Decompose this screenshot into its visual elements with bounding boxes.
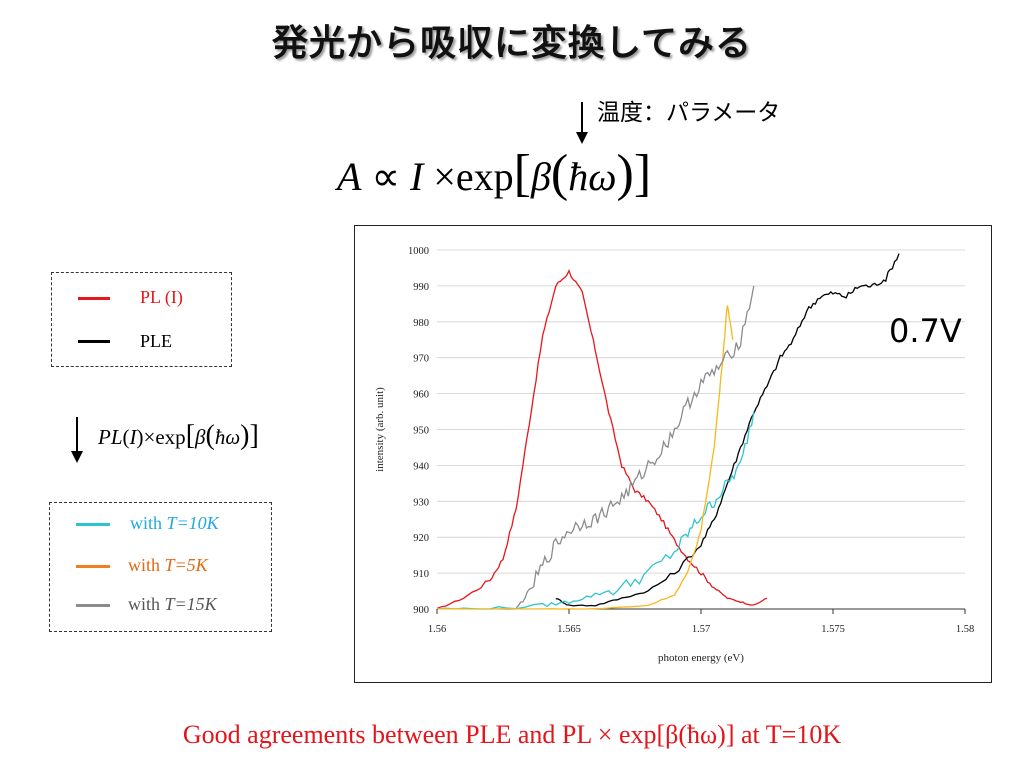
formula-exp: exp: [455, 154, 514, 199]
y-axis-title: intensity (arb. unit): [374, 387, 386, 472]
x-axis-title: photon energy (eV): [658, 652, 744, 664]
bottom-conclusion: Good agreements between PLE and PL × exp…: [182, 720, 842, 749]
legend-swatch-10k: [76, 523, 110, 526]
absorption-formula: A ∝ I ×exp[β(ħω)]: [337, 144, 651, 203]
legend-box-top: PL (I) PLE: [51, 272, 232, 367]
chart-frame: 900 910 920 930 940 950 960 970 980 990 1000 1.56 1.…: [354, 225, 992, 683]
formula-left-paren: (: [550, 145, 569, 202]
small-formula-i: I: [129, 425, 137, 449]
legend-label-pl: PL (I): [140, 287, 183, 307]
x-tick-label: 1.575: [821, 624, 845, 635]
y-tick-label: 910: [413, 569, 429, 580]
series-line-3: [436, 411, 755, 610]
chart-series: [436, 253, 900, 610]
legend-swatch-15k: [76, 604, 110, 607]
small-formula-beta: β: [195, 425, 206, 449]
y-tick-label: 990: [413, 282, 429, 293]
series-line-4: [436, 305, 734, 610]
small-formula-rb: ]: [249, 420, 259, 451]
y-tick-label: 980: [413, 318, 429, 329]
legend-swatch-ple: [78, 340, 110, 343]
legend-temp-5k: T=5K: [164, 555, 208, 575]
small-formula-hbar-omega: ħω: [214, 425, 241, 449]
chart-ticks: 900 910 920 930 940 950 960 970 980 990 1000 1.56 1.…: [408, 246, 974, 635]
small-formula-lb: [: [185, 420, 196, 451]
slide-title: 発光から吸収に変換してみる: [272, 23, 752, 64]
small-formula-rp: ): [136, 425, 144, 449]
y-tick-label: 920: [413, 533, 429, 544]
legend-temp-10k: T=10K: [166, 513, 219, 533]
formula-a: A: [337, 154, 362, 199]
voltage-annotation: 0.7V: [889, 312, 962, 350]
y-tick-label: 940: [413, 461, 429, 472]
small-formula-times: ×: [143, 425, 156, 449]
x-tick-label: 1.57: [692, 624, 710, 635]
legend-swatch-5k: [76, 565, 110, 568]
small-formula-lp: (: [122, 425, 130, 449]
formula-right-bracket: ]: [633, 145, 652, 202]
small-formula-lp2: (: [205, 420, 215, 451]
spectrum-chart: 900 910 920 930 940 950 960 970 980 990 1000 1.56 1.…: [374, 246, 974, 664]
conversion-formula: PL(I)×exp[β(ħω)]: [98, 420, 259, 452]
legend-label-ple: PLE: [140, 331, 173, 351]
formula-i: I: [410, 154, 424, 199]
series-line-2: [555, 253, 900, 607]
formula-beta: β: [531, 154, 551, 199]
legend-label-15k: with T=15K: [128, 594, 217, 615]
x-tick-label: 1.58: [956, 624, 974, 635]
small-formula-rp2: ): [240, 420, 250, 451]
legend-prefix-10k: with: [130, 513, 167, 533]
formula-hbar-omega: ħω: [568, 154, 617, 199]
y-tick-label: 930: [413, 497, 429, 508]
chart-grid: [437, 249, 965, 610]
formula-right-paren: ): [616, 145, 634, 202]
legend-prefix-15k: with: [128, 594, 165, 614]
y-tick-label: 950: [413, 426, 429, 437]
formula-proportional: ∝: [371, 154, 401, 199]
series-line-1: [436, 269, 768, 610]
legend-swatch-pl: [78, 297, 110, 300]
y-tick-label: 970: [413, 354, 429, 365]
y-tick-label: 1000: [408, 246, 429, 257]
y-tick-label: 960: [413, 390, 429, 401]
legend-prefix-5k: with: [128, 555, 165, 575]
legend-box-bottom: with T=10K with T=5K with T=15K: [49, 502, 272, 632]
legend-label-5k: with T=5K: [128, 555, 208, 576]
small-formula-exp: exp: [155, 425, 186, 449]
legend-temp-15k: T=15K: [164, 594, 217, 614]
legend-label-10k: with T=10K: [130, 513, 219, 534]
x-tick-label: 1.565: [557, 624, 581, 635]
series-line-5: [515, 285, 755, 609]
down-arrow-icon-left: [71, 417, 83, 463]
formula-left-bracket: [: [513, 145, 531, 202]
small-formula-pl: PL: [98, 425, 123, 449]
parameter-note: 温度：パラメータ: [597, 100, 781, 126]
y-tick-label: 900: [413, 605, 429, 616]
down-arrow-icon: [576, 102, 588, 144]
formula-times: ×: [433, 154, 456, 199]
x-tick-label: 1.56: [428, 624, 446, 635]
